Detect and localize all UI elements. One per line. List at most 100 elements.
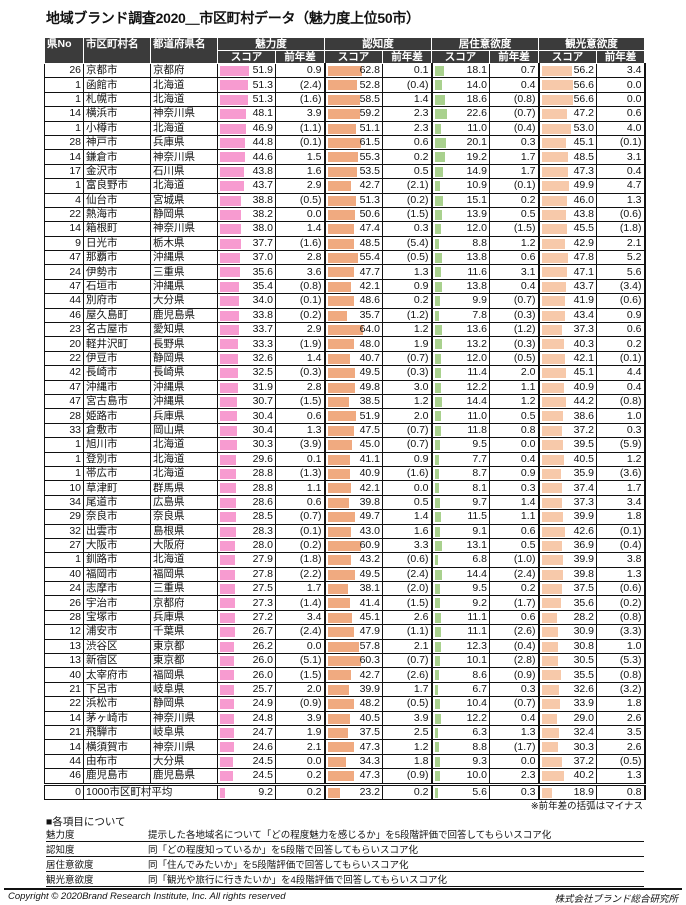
score-value: 24.5 — [252, 769, 273, 782]
score-bar — [220, 296, 239, 307]
score-bar — [220, 684, 235, 695]
diff-value: (2.1) — [382, 178, 433, 194]
pref-no: 40 — [44, 667, 84, 683]
score-bar — [434, 512, 441, 523]
pref-no: 13 — [44, 653, 84, 669]
score-bar — [541, 425, 562, 436]
diff-value: 0.5 — [489, 206, 540, 223]
diff-value: 1.1 — [275, 480, 326, 496]
score-cell: 6.8 — [431, 552, 490, 568]
score-value: 50.6 — [359, 208, 380, 221]
score-value: 14.9 — [466, 164, 487, 177]
score-cell: 47.3 — [324, 739, 383, 755]
diff-value: (1.8) — [596, 221, 646, 237]
score-bar — [434, 555, 439, 566]
pref-name: 石川県 — [150, 163, 218, 180]
score-bar — [434, 396, 443, 407]
table-row: 46 鹿児島市 鹿児島県 24.5 0.2 47.3 (0.9) 10.0 2.3 40.2 1.3 — [44, 768, 646, 785]
score-cell: 50.6 — [324, 206, 383, 223]
diff-value: 1.8 — [596, 509, 646, 525]
table-row: 27 大阪市 大阪府 28.0 (0.2) 60.9 3.3 13.1 0.5 36.9 (0.4) — [44, 537, 646, 554]
average-label: 1000市区町村平均 — [83, 782, 218, 800]
pref-name: 沖縄県 — [150, 250, 218, 266]
diff-value: (0.7) — [382, 653, 433, 669]
pref-no: 40 — [44, 566, 84, 583]
score-cell: 28.5 — [217, 509, 276, 525]
pref-name: 福岡県 — [150, 566, 218, 583]
score-value: 49.8 — [359, 380, 380, 393]
diff-value: 1.4 — [382, 509, 433, 525]
score-bar — [434, 425, 441, 436]
diff-value: 0.0 — [596, 77, 646, 93]
diff-value: (0.7) — [382, 422, 433, 439]
score-bar — [220, 310, 239, 321]
score-cell: 28.3 — [217, 523, 276, 539]
score-bar — [541, 598, 562, 609]
table-row: 21 下呂市 岐阜県 25.7 2.0 39.9 1.7 6.7 0.3 32.6 (3.2) — [44, 681, 646, 698]
score-value: 26.0 — [252, 668, 273, 681]
table-row: 40 福岡市 福岡県 27.8 (2.2) 49.5 (2.4) 14.4 (2.4) 39.8 1… — [44, 566, 646, 583]
score-cell: 37.2 — [538, 753, 597, 770]
diff-value: 2.8 — [275, 250, 326, 266]
diff-value: 0.4 — [489, 278, 540, 295]
city-name: 伊豆市 — [83, 350, 151, 367]
subheader-diff: 前年差 — [275, 50, 325, 64]
score-cell: 43.2 — [324, 552, 383, 568]
diff-value: (3.3) — [596, 624, 646, 640]
diff-value: (1.3) — [275, 465, 326, 482]
definition-text: 提示した各地域名について「どの程度魅力を感じるか」を5段階評価で回答してもらいス… — [148, 827, 644, 842]
score-cell: 41.4 — [324, 595, 383, 611]
diff-value: 1.7 — [489, 163, 540, 180]
score-bar — [220, 670, 235, 681]
table-row: 1 釧路市 北海道 27.9 (1.8) 43.2 (0.6) 6.8 (1.0) 39.9 3.8 — [44, 552, 646, 568]
pref-name: 千葉県 — [150, 624, 218, 640]
score-value: 37.5 — [573, 582, 594, 595]
score-bar — [541, 497, 562, 508]
score-cell: 46.9 — [217, 120, 276, 136]
score-bar — [541, 224, 567, 235]
diff-value: 0.1 — [382, 62, 433, 79]
score-bar — [434, 627, 441, 638]
score-cell: 26.2 — [217, 638, 276, 655]
score-bar — [434, 612, 441, 623]
score-bar — [220, 483, 236, 494]
score-cell: 40.9 — [538, 379, 597, 395]
footer-divider — [4, 888, 682, 890]
score-cell: 31.9 — [217, 379, 276, 395]
score-bar — [541, 238, 566, 249]
score-cell: 9.2 — [431, 595, 490, 611]
score-bar — [220, 224, 241, 235]
diff-value: (0.7) — [489, 293, 540, 309]
diff-value: 4.0 — [596, 120, 646, 136]
score-cell: 12.2 — [431, 710, 490, 726]
score-bar — [220, 339, 239, 350]
score-value: 47.4 — [359, 222, 380, 235]
score-bar — [220, 396, 237, 407]
score-cell: 12.0 — [431, 221, 490, 237]
score-bar — [327, 281, 351, 292]
pref-no: 20 — [44, 336, 84, 352]
score-value: 12.0 — [466, 352, 487, 364]
score-bar — [541, 512, 564, 523]
score-cell: 26.7 — [217, 624, 276, 640]
score-cell: 39.9 — [324, 681, 383, 698]
score-cell: 45.1 — [538, 365, 597, 381]
score-cell: 5.6 — [431, 782, 490, 800]
score-bar — [434, 353, 442, 364]
diff-value: 2.1 — [382, 638, 433, 655]
score-value: 37.7 — [252, 236, 273, 249]
score-bar — [541, 540, 562, 551]
table-row: 29 奈良市 奈良県 28.5 (0.7) 49.7 1.4 11.5 1.1 39.9 1.8 — [44, 509, 646, 525]
table-row: 1 帯広市 北海道 28.8 (1.3) 40.9 (1.6) 8.7 0.9 35.9 (3.6) — [44, 465, 646, 482]
score-value: 38.0 — [252, 222, 273, 235]
score-value: 48.5 — [359, 236, 380, 249]
pref-no: 23 — [44, 322, 84, 338]
score-cell: 38.8 — [217, 192, 276, 208]
score-value: 53.5 — [359, 164, 380, 177]
score-value: 40.3 — [573, 337, 594, 350]
score-bar — [541, 209, 566, 220]
diff-value: 5.2 — [596, 250, 646, 266]
score-value: 33.9 — [573, 697, 594, 710]
pref-no: 29 — [44, 509, 84, 525]
diff-value: (0.5) — [489, 350, 540, 367]
